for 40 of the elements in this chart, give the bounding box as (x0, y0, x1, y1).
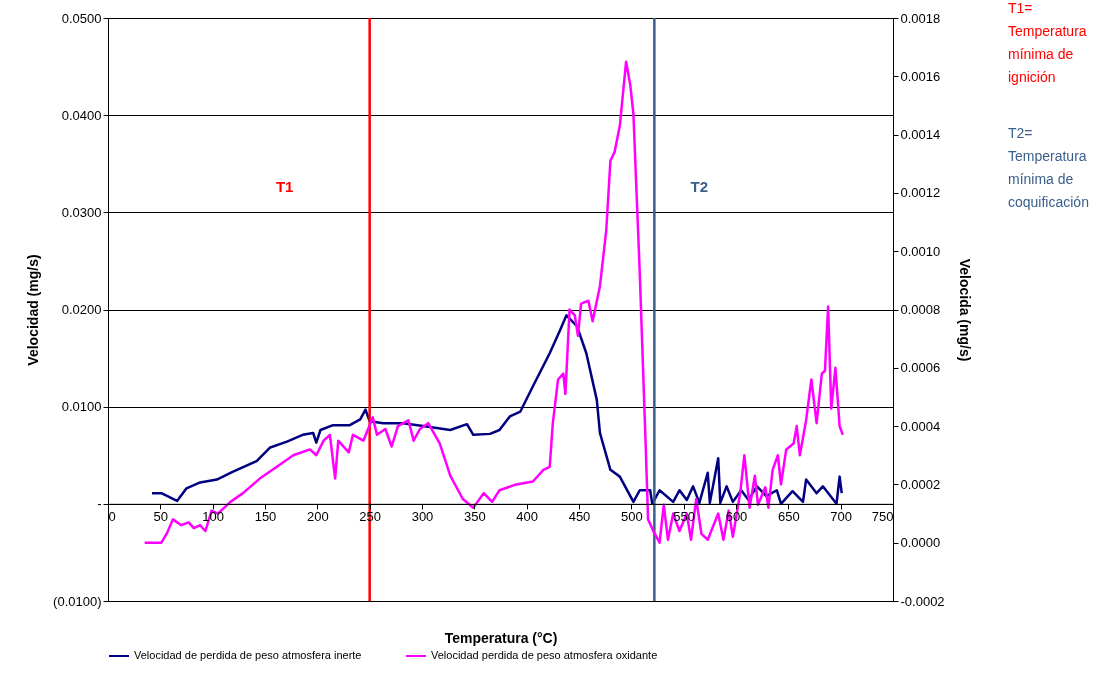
line-series (150, 314, 843, 506)
y2-tick-label: 0.0016 (900, 68, 941, 84)
x-tick-label: 50 (153, 509, 169, 525)
x-tick-label: 0 (108, 509, 116, 525)
y-tick-label: 0.0500 (61, 10, 102, 26)
legend-label: Velocidad de perdida de peso atmosfera inerte (134, 649, 362, 661)
ref-line-label: T2 (690, 178, 709, 196)
y2-tick-label: 0.0004 (900, 418, 941, 434)
x-tick-label: 650 (777, 509, 800, 525)
y2-tick-label: 0.0010 (900, 243, 941, 259)
x-tick-label: 500 (620, 509, 643, 525)
y2-tick-label: 0.0000 (900, 535, 941, 551)
y-axis-title: Velocidad (mg/s) (25, 254, 42, 366)
y-tick-label: 0.0300 (61, 204, 102, 220)
y-tick-label: 0.0200 (61, 302, 102, 317)
x-tick-label: 300 (411, 509, 434, 525)
y-tick-label: 0.0400 (61, 107, 102, 123)
x-tick-label: 450 (568, 509, 591, 525)
x-tick-label: 200 (306, 509, 329, 525)
y2-tick-label: 0.0006 (900, 360, 941, 376)
text: T2= Temperatura mínima de coquificación (1008, 125, 1089, 210)
y-tick-label: 0.0100 (61, 399, 102, 415)
text: T1= Temperatura mínima de ignición (1008, 0, 1087, 85)
y2-tick-label: 0.0014 (900, 127, 941, 143)
y-tick-label: (0.0100) (53, 593, 102, 609)
x-tick-label: 150 (254, 509, 277, 525)
y2-tick-label: -0.0002 (900, 593, 945, 609)
x-tick-label: 350 (463, 509, 486, 525)
x-tick-label: 750 (871, 509, 894, 525)
x-tick-label: 400 (516, 509, 539, 525)
y2-tick-label: 0.0002 (900, 476, 941, 492)
y2-tick-label: 0.0008 (900, 302, 941, 317)
legend-label: Velocidad perdida de peso atmosfera oxidante (431, 649, 658, 661)
y2-tick-label: 0.0012 (900, 185, 941, 201)
ref-line-label: T1 (275, 178, 294, 196)
x-axis-title: Temperatura (°C) (444, 629, 558, 646)
y2-tick-label: 0.0018 (900, 10, 941, 26)
y2-axis-title: Velocida (mg/s) (956, 258, 973, 362)
x-tick-label: 700 (830, 509, 853, 525)
y-tick-label: - (97, 496, 102, 512)
